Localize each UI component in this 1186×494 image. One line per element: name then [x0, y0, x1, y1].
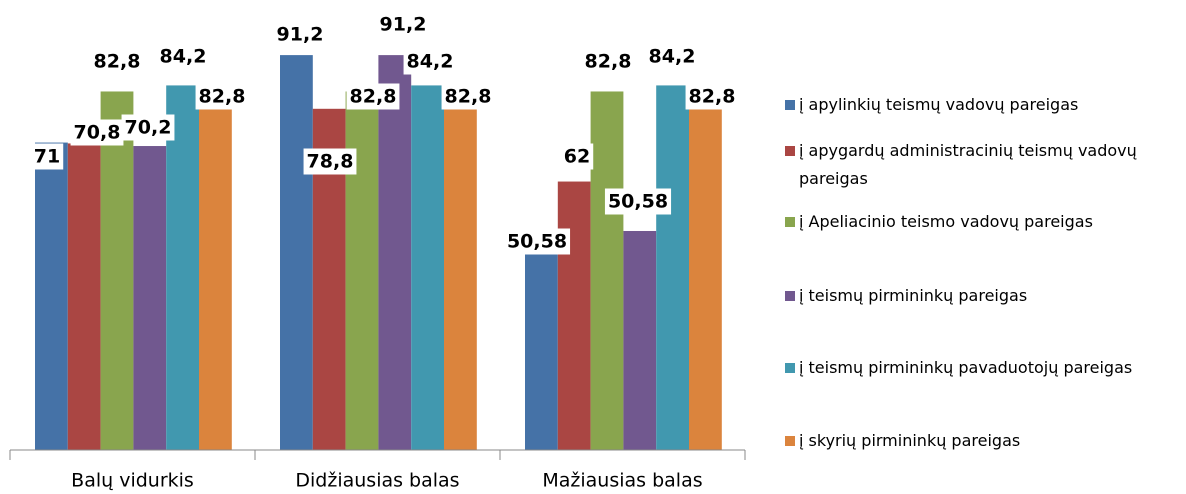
data-label-bg — [303, 148, 357, 175]
bar — [525, 230, 558, 450]
data-label-bg — [503, 228, 571, 255]
data-label: 82,8 — [445, 86, 492, 108]
bar — [656, 85, 689, 450]
legend-label: į teismų pirmininkų pareigas — [799, 286, 1028, 305]
data-label-group: 91,2 — [273, 21, 327, 48]
data-label-bg — [604, 188, 672, 215]
bar — [345, 91, 379, 450]
legend-item: į Apeliacinio teismo vadovų pareigas — [785, 208, 1186, 236]
bar — [67, 143, 101, 450]
legend-swatch — [785, 100, 795, 110]
bar — [280, 55, 313, 450]
data-label-group: 62 — [560, 143, 594, 170]
data-label-group: 82,8 — [581, 48, 635, 75]
data-label: 82,8 — [199, 86, 246, 108]
legend-label: į teismų pirmininkų pavaduotojų pareigas — [799, 358, 1133, 377]
data-label: 84,2 — [160, 46, 207, 68]
bar — [590, 91, 624, 450]
data-label-bg — [346, 83, 400, 110]
data-label-group: 82,8 — [90, 48, 144, 75]
data-label: 62 — [564, 146, 590, 168]
data-label-bg — [90, 48, 144, 75]
legend-item: į apygardų administracinių teismų vadovų… — [785, 137, 1186, 193]
data-label: 71 — [34, 146, 60, 168]
data-label: 82,8 — [94, 51, 141, 73]
legend-item: į teismų pirmininkų pareigas — [785, 282, 1186, 310]
data-label-group: 50,58 — [503, 228, 571, 255]
data-label: 78,8 — [307, 151, 354, 173]
data-label: 82,8 — [689, 86, 736, 108]
data-label-group: 82,8 — [685, 83, 739, 110]
data-label-bg — [30, 143, 64, 170]
bar — [100, 91, 134, 450]
legend-swatch — [785, 363, 795, 373]
chart: 71 91,2 50,58 70,8 78,8 62 82,8 82,8 82,8 70,2 91,… — [9, 11, 746, 492]
bar — [623, 230, 657, 450]
bar — [133, 146, 167, 450]
bar — [557, 181, 591, 451]
data-label-bg — [273, 21, 327, 48]
bar — [411, 85, 444, 450]
data-label-group: 78,8 — [303, 148, 357, 175]
data-label: 50,58 — [507, 231, 567, 253]
data-label-bg — [560, 143, 594, 170]
data-label-group: 71 — [30, 143, 64, 170]
data-label-group: 82,8 — [346, 83, 400, 110]
data-label-group: 91,2 — [376, 11, 430, 38]
data-label-bg — [156, 43, 210, 70]
legend-item: į skyrių pirmininkų pareigas — [785, 427, 1186, 455]
data-label-group: 84,2 — [645, 43, 699, 70]
data-label-group: 84,2 — [403, 48, 457, 75]
data-label-bg — [441, 83, 495, 110]
data-label-group: 50,58 — [604, 188, 672, 215]
data-label: 82,8 — [350, 86, 397, 108]
data-label: 50,58 — [608, 191, 668, 213]
data-label-group: 70,8 — [70, 119, 124, 146]
bar — [199, 91, 232, 450]
legend-label: į apylinkių teismų vadovų pareigas — [799, 95, 1079, 114]
x-tick-label: Didžiausias balas — [295, 470, 459, 492]
data-label: 91,2 — [277, 24, 324, 46]
bar — [35, 142, 68, 450]
data-label-bg — [121, 114, 175, 141]
bar — [689, 91, 722, 450]
x-tick-label: Balų vidurkis — [71, 470, 194, 492]
data-label-bg — [70, 119, 124, 146]
data-label-group: 84,2 — [156, 43, 210, 70]
legend-item: į teismų pirmininkų pavaduotojų pareigas — [785, 354, 1186, 382]
legend-label: į Apeliacinio teismo vadovų pareigas — [799, 212, 1093, 231]
data-label-group: 70,2 — [121, 114, 175, 141]
data-label: 84,2 — [649, 46, 696, 68]
data-label-bg — [195, 83, 249, 110]
legend-swatch — [785, 291, 795, 301]
bar — [166, 85, 199, 450]
data-label-group: 82,8 — [441, 83, 495, 110]
legend-label: į apygardų administracinių teismų vadovų… — [799, 141, 1137, 188]
data-label-bg — [581, 48, 635, 75]
data-label-bg — [645, 43, 699, 70]
data-label-bg — [403, 48, 457, 75]
x-tick-label: Mažiausias balas — [542, 470, 702, 492]
data-label-group: 82,8 — [195, 83, 249, 110]
data-label: 70,8 — [74, 122, 121, 144]
bar — [378, 55, 412, 450]
legend-label: į skyrių pirmininkų pareigas — [799, 431, 1021, 450]
bar — [444, 91, 477, 450]
legend-swatch — [785, 436, 795, 446]
data-label: 70,2 — [125, 117, 172, 139]
data-label: 91,2 — [380, 14, 427, 36]
legend-item: į apylinkių teismų vadovų pareigas — [785, 91, 1186, 119]
data-label-bg — [376, 11, 430, 38]
legend-swatch — [785, 217, 795, 227]
data-label: 82,8 — [585, 51, 632, 73]
legend-swatch — [785, 146, 795, 156]
data-label: 84,2 — [407, 51, 454, 73]
data-label-bg — [685, 83, 739, 110]
